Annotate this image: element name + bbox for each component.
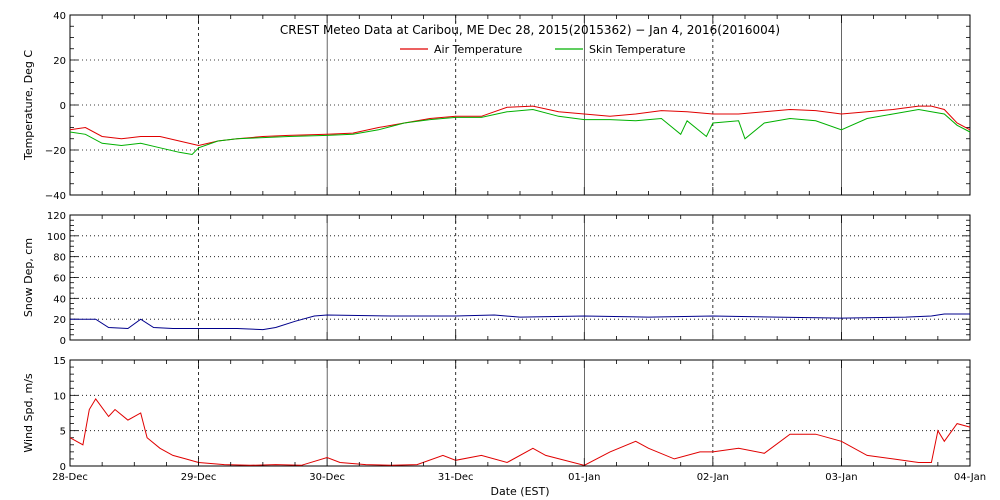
legend-skin-label: Skin Temperature [589, 43, 686, 56]
y-tick-label: 0 [60, 462, 66, 473]
temperature-series-line-0 [69, 105, 971, 147]
x-axis-ticks: 28-Dec 29-Dec 30-Dec 31-Dec 01-Jan 02-Jan 03-J… [52, 15, 986, 483]
snow-depth-y-axis-label: Snow Dep, cm [22, 238, 35, 317]
x-tick-label: 30-Dec [309, 472, 345, 483]
temperature-series-line-1 [69, 108, 971, 156]
y-tick-label: 10 [53, 391, 66, 402]
x-tick-label: 01-Jan [568, 472, 600, 483]
panel-frame [69, 359, 971, 467]
x-axis-label: Date (EST) [490, 485, 549, 498]
x-tick-label: 31-Dec [438, 472, 474, 483]
y-tick-label: 0 [60, 101, 66, 112]
y-tick-label: 20 [53, 56, 66, 67]
y-tick-label: 100 [47, 232, 66, 243]
y-tick-label: 40 [53, 11, 66, 22]
snow-depth-series-line-0 [70, 313, 970, 331]
temperature-panel: 40 20 0 −20 −40 Temperature, Deg C [22, 11, 971, 202]
y-tick-label: 0 [60, 336, 66, 347]
x-tick-label: 02-Jan [697, 472, 729, 483]
x-tick-label: 29-Dec [181, 472, 217, 483]
y-tick-label: 15 [53, 356, 66, 367]
y-tick-label: 5 [60, 427, 66, 438]
y-tick-label: 40 [53, 294, 66, 305]
temperature-y-axis-label: Temperature, Deg C [22, 50, 35, 161]
x-tick-label: 28-Dec [52, 472, 88, 483]
x-tick-label: 03-Jan [825, 472, 857, 483]
chart-title: CREST Meteo Data at Caribou, ME Dec 28, … [280, 23, 780, 37]
wind-speed-panel: 15 10 5 0 Wind Spd, m/s [22, 356, 971, 473]
legend: Air Temperature Skin Temperature [400, 43, 686, 56]
y-tick-label: 20 [53, 315, 66, 326]
wind-speed-series-line-0 [69, 397, 971, 466]
legend-air-label: Air Temperature [434, 43, 523, 56]
y-tick-label: −40 [45, 191, 66, 202]
y-tick-label: 60 [53, 274, 66, 285]
snow-depth-panel: 120 100 80 60 40 20 0 Snow Dep, cm [22, 211, 971, 347]
y-tick-label: 120 [47, 211, 66, 222]
x-tick-label: 04-Jan [954, 472, 986, 483]
y-tick-label: −20 [45, 146, 66, 157]
y-tick-label: 80 [53, 253, 66, 264]
wind-speed-y-axis-label: Wind Spd, m/s [22, 373, 35, 453]
